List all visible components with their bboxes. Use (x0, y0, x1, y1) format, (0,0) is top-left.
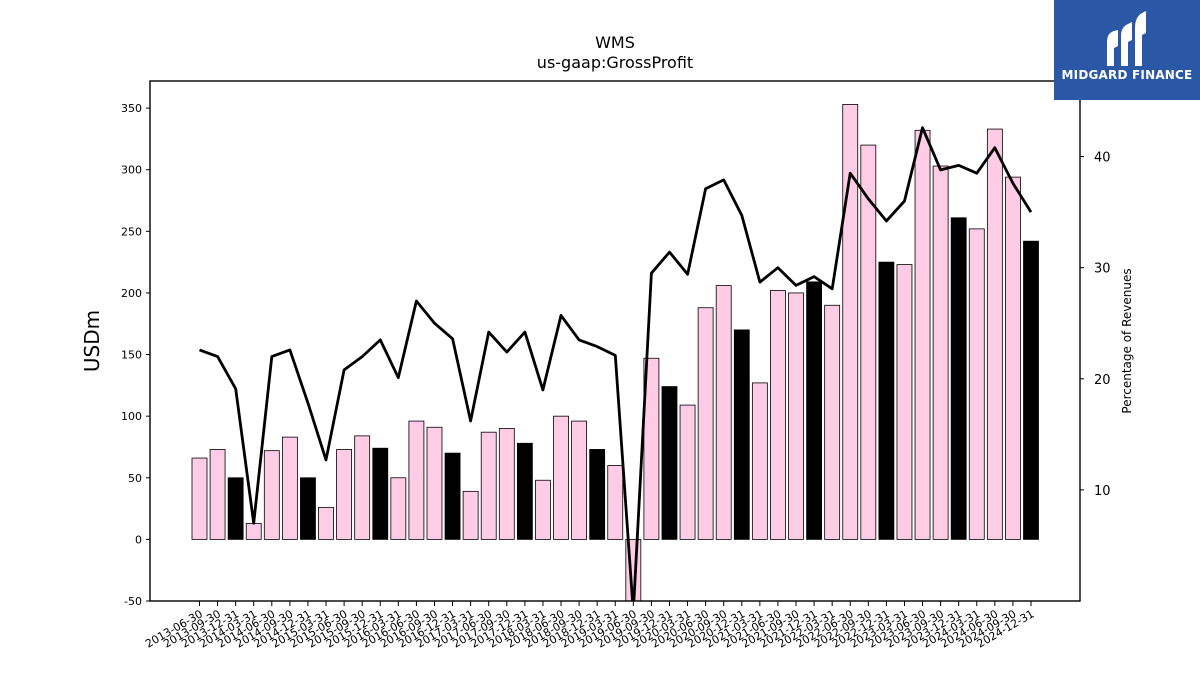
bar (444, 452, 461, 540)
bar (878, 261, 895, 540)
bar (806, 281, 822, 540)
bar (824, 304, 841, 540)
bar (589, 449, 606, 540)
bar (245, 522, 262, 540)
y2-axis-label: Percentage of Revenues (1120, 268, 1134, 413)
y-tick-label: -50 (124, 595, 142, 608)
bar (571, 420, 587, 540)
y-tick-label: 350 (121, 102, 142, 115)
bar (914, 129, 931, 540)
percentage-line (199, 126, 1033, 601)
y-tick-label: 0 (135, 533, 142, 546)
bar (462, 490, 479, 540)
bar (968, 228, 985, 540)
bar (661, 386, 678, 540)
bar (643, 357, 660, 540)
bar (300, 477, 316, 540)
bar (336, 449, 353, 540)
bar (408, 420, 425, 540)
bar (986, 128, 1003, 540)
bar (209, 449, 226, 540)
plot-area (191, 104, 1039, 601)
bar (535, 479, 551, 540)
bar (480, 431, 497, 540)
bar (842, 104, 859, 540)
brand-logo-icon (1107, 11, 1146, 66)
chart-subtitle: us-gaap:GrossProfit (537, 53, 693, 72)
bar (607, 465, 624, 540)
y-tick-label: 50 (128, 472, 142, 485)
y2-tick-label: 30 (1094, 262, 1111, 277)
bar (932, 165, 949, 540)
bar (191, 457, 208, 540)
bar (354, 435, 371, 540)
bar (318, 506, 334, 540)
y-tick-label: 200 (121, 287, 142, 300)
bar (896, 264, 913, 540)
bar (1023, 240, 1039, 540)
bar (770, 290, 786, 540)
bar (516, 442, 533, 540)
bar (715, 285, 732, 540)
bar (860, 144, 877, 540)
bar (679, 404, 696, 540)
bar (390, 477, 407, 540)
y2-tick-label: 40 (1094, 151, 1111, 166)
bar (788, 292, 804, 540)
bar (227, 477, 244, 540)
y-tick-label: 100 (121, 410, 142, 423)
bar (372, 447, 389, 540)
bar (950, 217, 967, 540)
brand-logo: MIDGARD FINANCE (1054, 0, 1200, 100)
y-tick-label: 300 (121, 164, 142, 177)
bar (697, 307, 714, 540)
y2-tick-label: 10 (1094, 484, 1111, 499)
bar (553, 415, 569, 540)
y2-tick-label: 20 (1094, 373, 1111, 388)
bar (733, 329, 750, 540)
bar (281, 436, 298, 540)
chart-title: WMS (595, 33, 635, 52)
bar (263, 450, 280, 540)
y-tick-label: 150 (121, 349, 142, 362)
bar (498, 428, 515, 540)
y-axis-label: USDm (80, 310, 104, 372)
bar (1005, 176, 1021, 540)
brand-name: MIDGARD FINANCE (1061, 68, 1193, 82)
y-tick-label: 250 (121, 225, 142, 238)
bar (426, 426, 443, 540)
bar (751, 382, 768, 540)
